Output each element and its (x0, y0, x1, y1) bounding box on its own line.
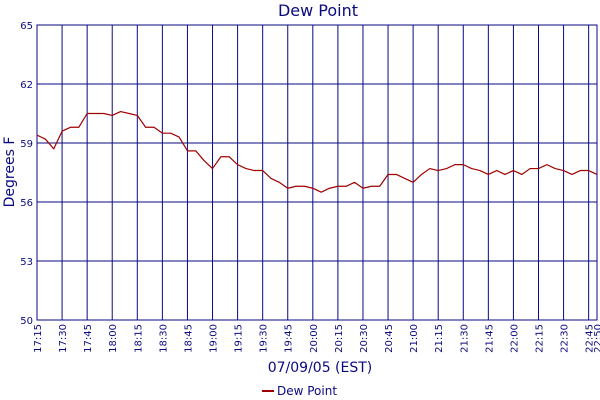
x-axis-label: 07/09/05 (EST) (268, 360, 373, 376)
plot-area (36, 24, 598, 321)
x-axis-ticks: 17:15 17:30 17:45 18:00 18:15 18:30 18:45 19:00… (33, 324, 600, 353)
x-tick-label: 21:30 (459, 324, 470, 353)
x-tick-label: 17:30 (58, 324, 69, 353)
x-tick-label: 20:15 (334, 324, 345, 353)
x-tick-label: 20:00 (309, 324, 320, 353)
chart-title: Dew Point (278, 1, 358, 20)
legend: Dew Point (262, 384, 337, 398)
series-layer (36, 110, 598, 193)
y-tick-label: 65 (20, 21, 33, 32)
x-tick-label: 21:00 (409, 324, 420, 353)
y-tick-label: 59 (20, 139, 33, 150)
series-line-dew-point (36, 110, 598, 193)
y-tick-label: 56 (20, 198, 33, 209)
x-tick-label: 20:30 (359, 324, 370, 353)
grid-lines (36, 24, 598, 321)
x-tick-label: 22:00 (509, 324, 520, 353)
x-tick-label: 22:15 (534, 324, 545, 353)
plot-frame (36, 24, 598, 321)
x-tick-label: 18:00 (108, 324, 119, 353)
y-tick-label: 62 (20, 80, 33, 91)
x-tick-label: 17:45 (83, 324, 94, 353)
legend-label-dew-point: Dew Point (277, 384, 337, 398)
x-tick-label: 19:45 (284, 324, 295, 353)
x-tick-label: 18:15 (133, 324, 144, 353)
y-tick-label: 50 (20, 316, 33, 327)
x-tick-label: 17:15 (33, 324, 44, 353)
x-tick-label: 21:15 (434, 324, 445, 353)
x-tick-label: 22:50 (593, 324, 600, 353)
x-tick-label: 19:00 (209, 324, 220, 353)
x-tick-label: 19:30 (259, 324, 270, 353)
x-tick-label: 18:30 (158, 324, 169, 353)
y-tick-label: 53 (20, 257, 33, 268)
y-axis-ticks: 50 53 56 59 62 65 (20, 21, 33, 327)
y-axis-label: Degrees F (2, 137, 18, 208)
x-tick-label: 18:45 (183, 324, 194, 353)
x-tick-label: 22:30 (560, 324, 571, 353)
x-tick-label: 19:15 (234, 324, 245, 353)
x-tick-label: 20:45 (384, 324, 395, 353)
x-tick-label: 22:45 (585, 324, 596, 353)
x-tick-label: 21:45 (484, 324, 495, 353)
